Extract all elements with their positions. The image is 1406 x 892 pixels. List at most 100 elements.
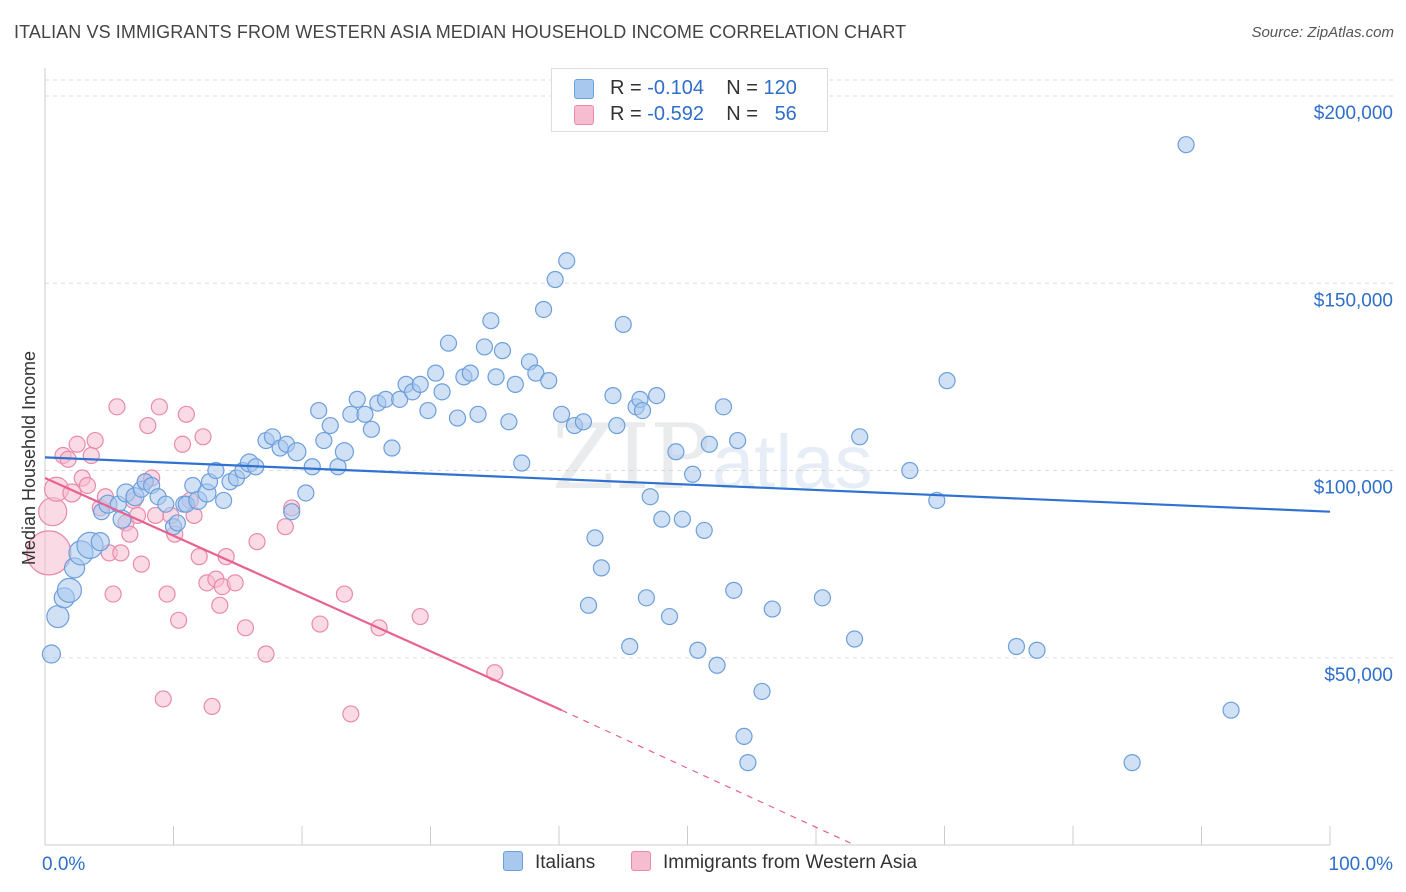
immigrants-point [203,697,221,716]
italians-point [604,387,622,405]
italians-point [653,510,671,528]
immigrants-point [177,405,195,423]
italians-point [362,420,380,438]
immigrants-point [248,533,266,551]
bottom-legend-label-immigrants: Immigrants from Western Asia [663,852,918,873]
italians-point [586,529,604,547]
italians-point [901,461,919,480]
legend-swatch-italians [574,79,594,99]
immigrants-point [335,585,354,603]
immigrants-point [236,619,255,637]
immigrants-point [132,555,150,573]
trend-line-immigrants [44,476,563,712]
italians-point [637,589,655,607]
italians-point [546,270,564,289]
italians-point [334,442,355,462]
italians-point [482,312,500,330]
italians-point [475,338,494,356]
italians-point [633,401,652,420]
italians-point [283,503,301,521]
italians-point [513,454,531,472]
italians-point [356,405,374,423]
italians-point [928,491,946,510]
italians-point [763,600,781,618]
x-tick-label-min: 0.0% [42,854,85,875]
trend-line-immigrants-extension [561,709,855,846]
italians-point [56,577,83,603]
immigrants-point [211,596,229,614]
immigrants-point [194,428,212,446]
immigrants-point [78,476,97,495]
italians-point [439,334,458,352]
italians-point [552,405,571,423]
italians-point [725,581,743,599]
italians-point [648,387,666,405]
immigrants-point [226,574,244,592]
italians-point [1028,641,1046,659]
legend-r-label: R = [610,103,642,125]
italians-point [215,491,233,510]
y-tick-label: $150,000 [1314,290,1393,311]
bottom-legend-immigrants: Immigrants from Western Asia [631,851,917,874]
series-italians-points [41,136,1240,772]
immigrants-point [139,416,157,435]
italians-point [621,637,639,656]
immigrants-point [82,446,100,465]
italians-point [660,607,679,626]
italians-point [487,368,505,386]
y-tick-label: $200,000 [1314,103,1393,124]
series-immigrants-points [26,398,504,723]
italians-point [729,431,747,450]
italians-point [684,465,702,483]
italians-point [297,484,315,502]
y-tick-label: $100,000 [1314,478,1393,499]
bottom-legend-label-italians: Italians [535,852,596,873]
trend-line-italians [44,456,1331,513]
italians-point [735,727,753,745]
italians-point [540,372,558,390]
italians-point [579,596,598,614]
y-tick-label: $50,000 [1324,665,1393,686]
italians-point [574,413,593,431]
legend-swatch-immigrants [574,105,594,125]
italians-point [938,372,956,390]
immigrants-point [150,398,168,416]
immigrants-point [86,431,104,450]
italians-point [1007,637,1026,656]
italians-point [411,375,429,393]
italians-point [714,398,733,416]
italians-point [90,532,110,552]
italians-point [753,682,771,701]
italians-point [851,428,869,446]
tick-labels: $50,000 $100,000 $150,000 $200,000 0.0% 100.0… [42,103,1393,875]
italians-point [700,435,718,453]
legend-r-value-immigrants: -0.592 [647,103,704,125]
bottom-legend-swatch-italians [503,851,523,871]
italians-point [708,656,726,674]
italians-point [391,390,409,408]
italians-point [673,510,691,528]
immigrants-point [311,615,329,633]
trend-lines [44,456,1331,846]
italians-point [506,375,524,393]
immigrants-point [68,435,86,453]
immigrants-point [108,398,126,416]
italians-point [592,559,611,577]
italians-point [287,442,307,462]
italians-point [614,315,632,334]
immigrants-point [121,525,139,543]
italians-point [315,431,333,450]
italians-point [500,413,518,431]
legend: R = -0.104 N = 120 R = -0.592 N = 56 [551,68,828,132]
source-label: Source: ZipAtlas.com [1251,24,1394,41]
immigrants-point [257,645,275,663]
italians-point [207,461,225,480]
immigrants-point [158,585,176,603]
italians-point [534,300,553,319]
legend-r-label: R = [610,77,642,99]
immigrants-point [173,435,192,453]
italians-point [419,401,437,420]
chart-title: ITALIAN VS IMMIGRANTS FROM WESTERN ASIA … [14,22,907,42]
legend-n-label: N = [726,103,758,125]
